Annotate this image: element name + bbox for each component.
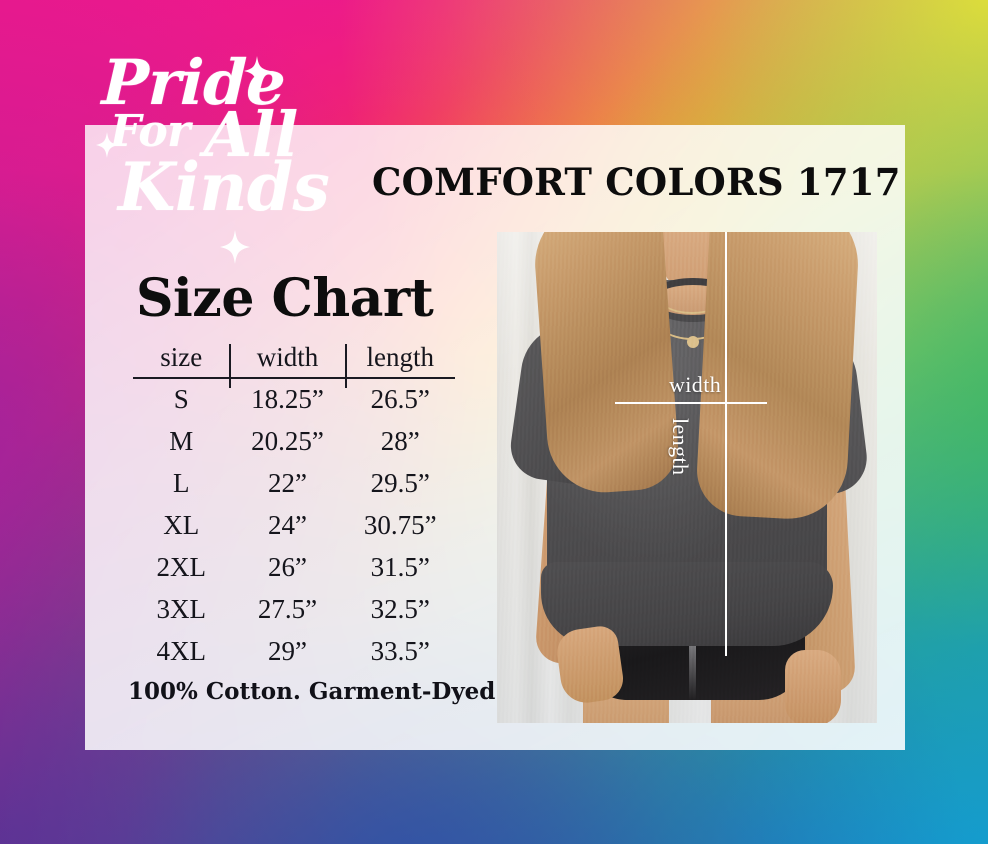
size-cell-size: XL: [163, 509, 200, 540]
size-cell-length: 31.5”: [370, 551, 430, 582]
size-chart-heading: Size Chart: [136, 268, 434, 329]
size-cell-length: 30.75”: [363, 509, 437, 540]
size-cell-length: 29.5”: [370, 467, 430, 498]
model-hand-right: [785, 650, 841, 723]
table-row: 3XL 27.5” 32.5”: [133, 588, 455, 630]
size-cell-width: 20.25”: [251, 425, 324, 456]
table-row: M 20.25” 28”: [133, 420, 455, 462]
product-photo: width length: [497, 232, 877, 723]
measurement-line-length: [725, 402, 727, 656]
model-figure: [497, 232, 877, 723]
size-cell-length: 26.5”: [370, 384, 430, 414]
column-header-length: length: [344, 338, 456, 388]
size-cell-size: L: [173, 467, 190, 498]
table-row: 2XL 26” 31.5”: [133, 546, 455, 588]
size-cell-length: 32.5”: [370, 593, 430, 624]
size-cell-size: 2XL: [156, 551, 207, 582]
size-cell-length: 28”: [380, 425, 420, 456]
size-cell-width: 27.5”: [257, 593, 318, 624]
measurement-label-width: width: [669, 372, 722, 397]
size-cell-size: S: [173, 384, 189, 414]
size-cell-length: 33.5”: [370, 635, 430, 666]
table-row: L 22” 29.5”: [133, 462, 455, 504]
size-cell-width: 26”: [268, 551, 308, 582]
fabric-note: 100% Cotton. Garment-Dyed.: [128, 678, 504, 705]
measurement-line-shoulder: [725, 232, 727, 404]
page-title: COMFORT COLORS 1717: [372, 160, 901, 204]
size-cell-size: 3XL: [156, 593, 207, 624]
column-header-size: size: [160, 342, 203, 372]
measurement-label-length: length: [668, 418, 693, 476]
table-row: S 18.25” 26.5”: [133, 378, 455, 420]
table-row: XL 24” 30.75”: [133, 504, 455, 546]
column-header-width: width: [228, 338, 346, 388]
size-chart-table: size width length S 18.25” 26.5” M 20.25” 28”…: [133, 338, 455, 672]
size-cell-width: 22”: [268, 467, 308, 498]
size-cell-width: 29”: [268, 635, 308, 666]
measurement-line-width: [615, 402, 767, 404]
table-header-row: size width length: [133, 338, 456, 388]
model-necklace-pendant: [687, 336, 699, 348]
photo-texture-overlay: [497, 232, 877, 723]
size-cell-size: 4XL: [156, 635, 207, 666]
size-cell-width: 18.25”: [251, 384, 324, 414]
size-cell-size: M: [169, 425, 194, 456]
size-cell-width: 24”: [268, 509, 308, 540]
table-row: 4XL 29” 33.5”: [133, 630, 455, 672]
